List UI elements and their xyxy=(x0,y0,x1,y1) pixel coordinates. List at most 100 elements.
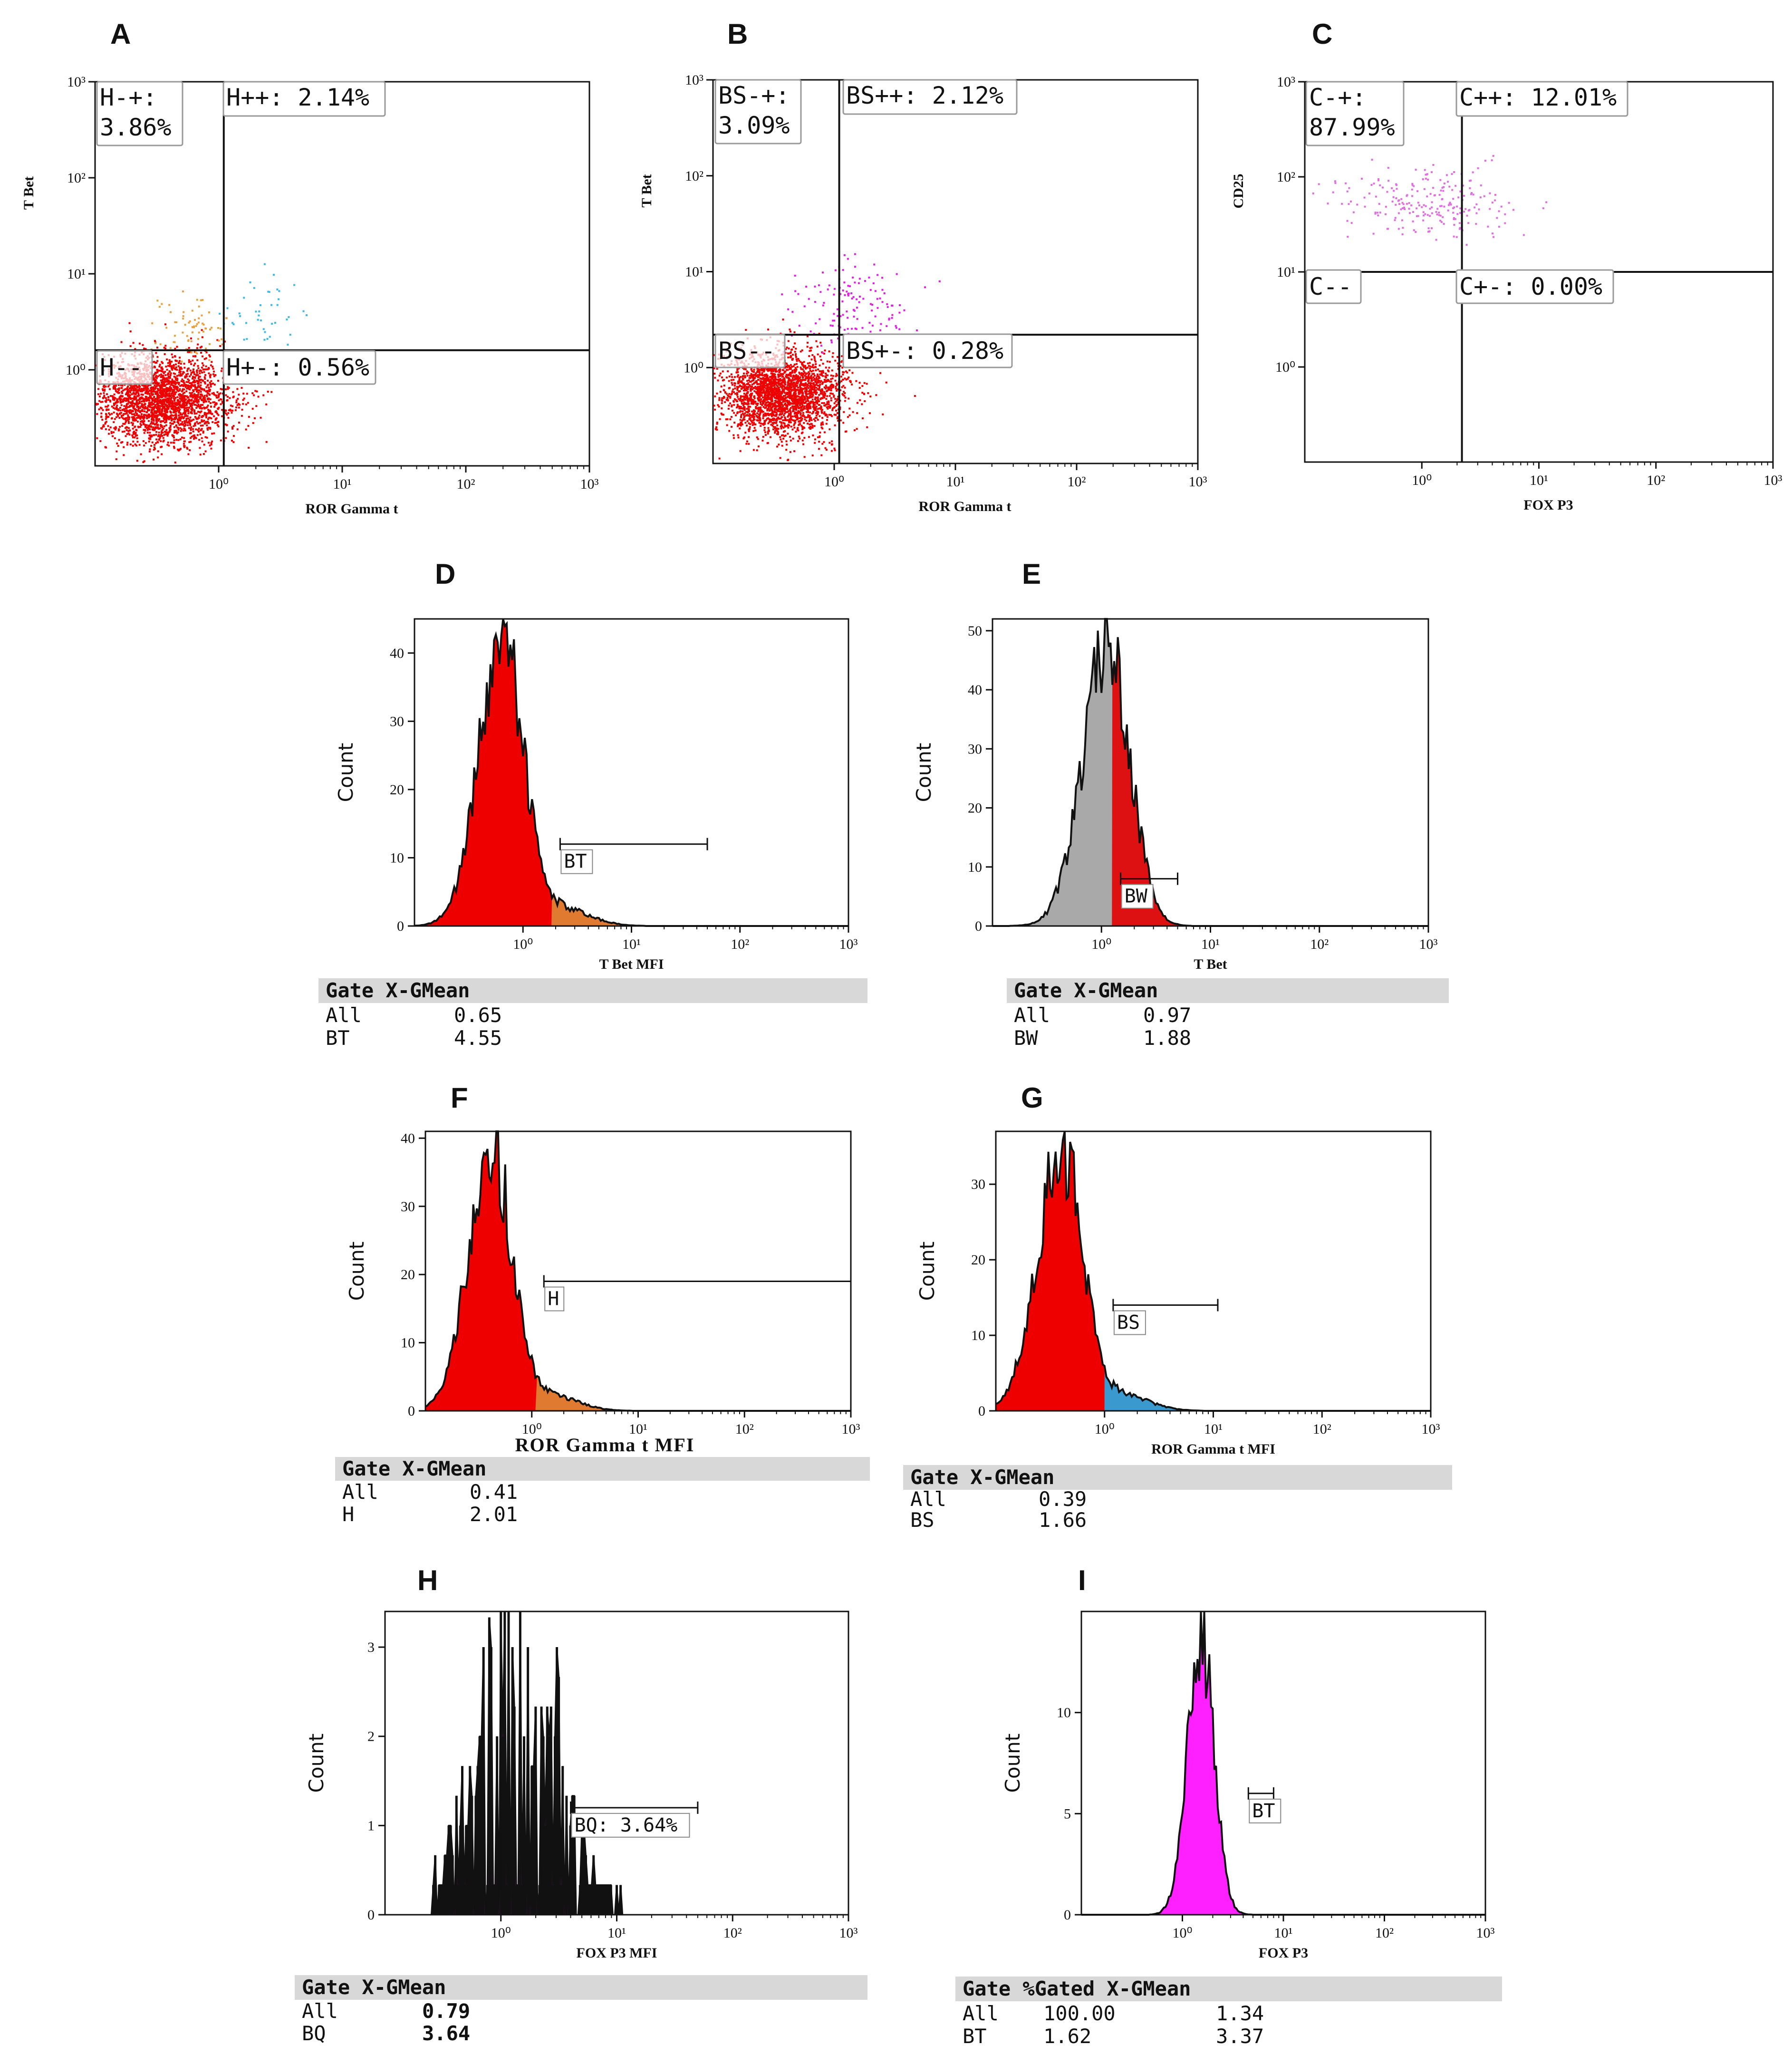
scatter-point xyxy=(173,402,176,404)
scatter-point xyxy=(763,415,766,417)
scatter-point xyxy=(743,418,746,421)
scatter-point xyxy=(123,413,125,415)
scatter-point xyxy=(253,394,255,396)
scatter-point xyxy=(793,393,795,395)
scatter-point xyxy=(112,386,115,388)
scatter-point xyxy=(778,387,780,389)
scatter-point xyxy=(818,448,820,450)
scatter-point xyxy=(125,417,128,419)
scatter-point xyxy=(270,391,273,393)
scatter-point xyxy=(760,384,762,386)
scatter-point xyxy=(251,392,254,395)
scatter-point xyxy=(183,391,186,394)
scatter-point xyxy=(809,425,811,428)
scatter-point xyxy=(795,370,797,372)
scatter-point xyxy=(162,405,164,407)
scatter-point xyxy=(207,408,210,411)
scatter-point xyxy=(248,415,250,418)
scatter-point xyxy=(162,420,164,423)
scatter-point xyxy=(141,410,144,412)
scatter-point xyxy=(166,406,169,409)
scatter-point xyxy=(185,384,187,386)
scatter-point xyxy=(131,409,134,412)
scatter-point xyxy=(759,418,761,420)
scatter-point xyxy=(245,428,247,431)
scatter-point xyxy=(119,425,121,428)
scatter-point xyxy=(753,427,756,429)
scatter-point xyxy=(843,391,845,393)
scatter-point xyxy=(812,369,814,372)
scatter-point xyxy=(105,446,107,449)
scatter-point xyxy=(758,383,760,385)
scatter-point xyxy=(789,368,791,370)
scatter-point xyxy=(787,433,789,435)
scatter-point xyxy=(139,398,141,400)
scatter-point xyxy=(798,371,800,374)
scatter-point xyxy=(718,405,720,408)
scatter-point xyxy=(162,371,164,373)
scatter-point xyxy=(170,415,172,418)
scatter-point xyxy=(746,420,749,422)
scatter-point xyxy=(177,429,180,431)
scatter-point xyxy=(779,413,781,415)
scatter-point xyxy=(173,341,175,343)
scatter-point xyxy=(753,390,756,392)
scatter-point xyxy=(762,376,764,379)
scatter-point xyxy=(228,409,230,411)
scatter-point xyxy=(217,421,219,423)
scatter-point xyxy=(728,393,731,395)
scatter-point xyxy=(802,374,805,376)
scatter-point xyxy=(764,375,766,377)
scatter-point xyxy=(745,329,747,331)
scatter-point xyxy=(229,397,231,399)
scatter-point xyxy=(755,405,757,408)
scatter-point xyxy=(152,429,154,431)
scatter-point xyxy=(140,410,143,412)
scatter-point xyxy=(737,434,739,436)
scatter-point xyxy=(774,376,777,378)
scatter-point xyxy=(181,436,183,439)
scatter-point xyxy=(183,363,185,365)
scatter-point xyxy=(227,386,229,388)
scatter-point xyxy=(159,407,161,409)
scatter-point xyxy=(790,439,792,442)
scatter-point xyxy=(196,323,198,325)
scatter-point xyxy=(221,343,223,346)
scatter-point xyxy=(749,405,751,408)
scatter-point xyxy=(183,408,186,411)
scatter-point xyxy=(207,384,209,386)
scatter-point xyxy=(762,378,764,380)
scatter-point xyxy=(762,385,764,387)
scatter-point xyxy=(192,359,194,362)
scatter-point xyxy=(151,404,153,406)
scatter-point xyxy=(134,348,136,350)
scatter-point xyxy=(797,412,800,415)
scatter-point xyxy=(170,397,173,399)
scatter-point xyxy=(132,389,135,392)
scatter-point xyxy=(827,380,829,382)
scatter-point xyxy=(773,373,775,375)
scatter-point xyxy=(743,396,745,399)
scatter-point xyxy=(825,367,827,369)
scatter-point xyxy=(173,436,175,439)
scatter-point xyxy=(156,400,158,402)
scatter-point xyxy=(188,401,190,403)
scatter-point xyxy=(797,403,800,405)
scatter-point xyxy=(751,376,753,378)
scatter-point xyxy=(183,311,185,313)
scatter-point xyxy=(808,355,810,357)
scatter-point xyxy=(774,391,776,394)
scatter-point xyxy=(791,428,794,431)
scatter-point xyxy=(779,436,781,438)
scatter-point xyxy=(775,381,778,384)
scatter-point xyxy=(135,419,137,422)
scatter-point xyxy=(190,411,193,414)
scatter-point xyxy=(164,421,166,424)
scatter-point xyxy=(831,356,834,358)
scatter-point xyxy=(771,376,773,378)
scatter-point xyxy=(178,410,181,412)
scatter-point xyxy=(123,405,125,407)
scatter-point xyxy=(241,415,243,417)
scatter-point xyxy=(756,367,759,370)
scatter-point xyxy=(143,444,145,447)
